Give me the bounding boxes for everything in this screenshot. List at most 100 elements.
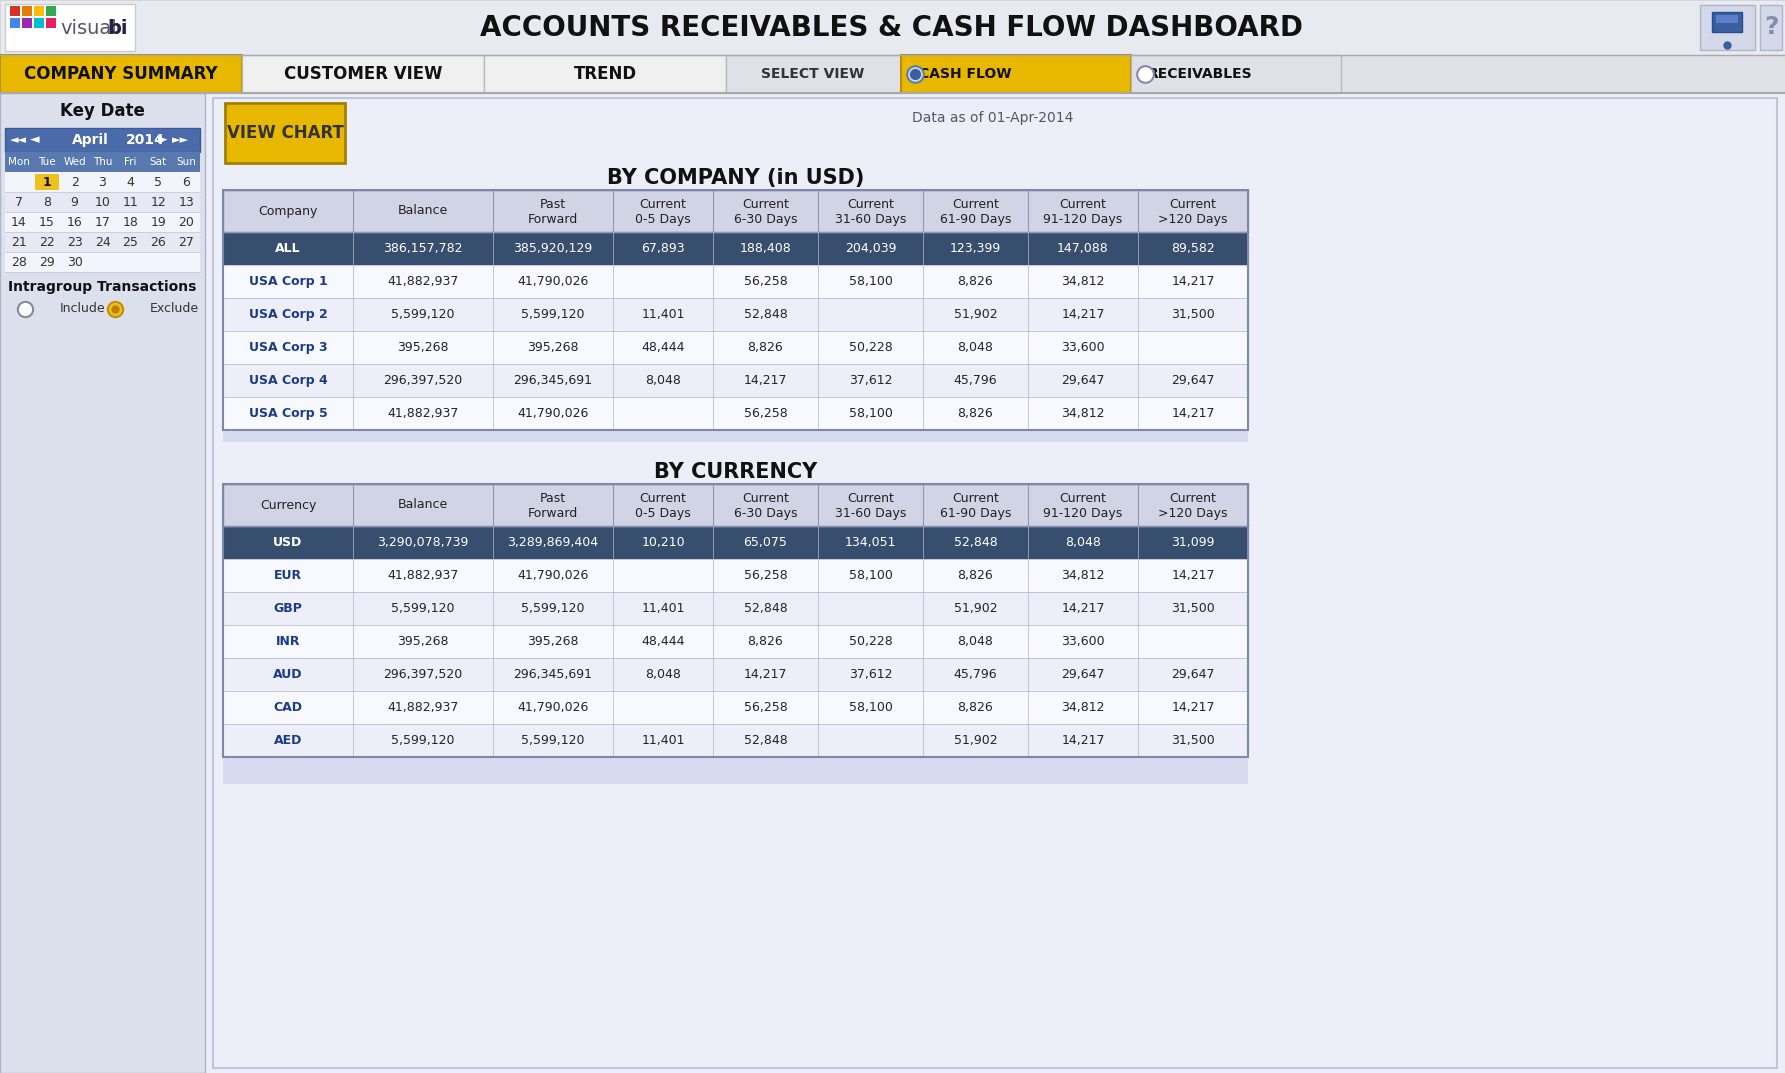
Text: CASH FLOW: CASH FLOW <box>919 67 1012 80</box>
Text: CAD: CAD <box>273 701 302 714</box>
Text: Thu: Thu <box>93 157 112 167</box>
Bar <box>5 172 200 192</box>
Bar <box>5 192 200 212</box>
Text: 31,500: 31,500 <box>1171 308 1216 321</box>
Text: 3: 3 <box>98 176 107 189</box>
Text: 0-5 Days: 0-5 Days <box>635 212 691 226</box>
Bar <box>223 559 1248 592</box>
Text: Past: Past <box>539 493 566 505</box>
Text: INR: INR <box>275 635 300 648</box>
Text: 188,408: 188,408 <box>739 242 791 255</box>
Text: 11,401: 11,401 <box>641 734 685 747</box>
Bar <box>223 592 1248 624</box>
Text: 58,100: 58,100 <box>848 275 892 288</box>
Text: Fri: Fri <box>125 157 137 167</box>
Text: BY CURRENCY: BY CURRENCY <box>653 462 818 482</box>
Text: Company: Company <box>259 205 318 218</box>
Text: 5,599,120: 5,599,120 <box>391 734 455 747</box>
Text: 22: 22 <box>39 235 55 249</box>
Text: 29: 29 <box>39 255 55 268</box>
Text: Balance: Balance <box>398 499 448 512</box>
Text: 8,826: 8,826 <box>957 569 994 582</box>
Text: 34,812: 34,812 <box>1062 701 1105 714</box>
Text: 41,790,026: 41,790,026 <box>518 275 589 288</box>
Text: 58,100: 58,100 <box>848 569 892 582</box>
Text: 5,599,120: 5,599,120 <box>521 734 585 747</box>
Text: 51,902: 51,902 <box>953 734 998 747</box>
Bar <box>46 6 55 16</box>
Text: 8,048: 8,048 <box>957 635 994 648</box>
Bar <box>223 190 1248 232</box>
Text: Forward: Forward <box>528 506 578 520</box>
Text: ALL: ALL <box>275 242 302 255</box>
Text: 2014: 2014 <box>125 133 164 147</box>
Bar <box>243 55 484 93</box>
Text: 33,600: 33,600 <box>1062 341 1105 354</box>
Text: CUSTOMER VIEW: CUSTOMER VIEW <box>284 65 443 83</box>
Text: Balance: Balance <box>398 205 448 218</box>
Text: AUD: AUD <box>273 668 303 681</box>
Bar <box>223 724 1248 756</box>
Text: 296,397,520: 296,397,520 <box>384 668 462 681</box>
Text: 10,210: 10,210 <box>641 536 685 549</box>
Bar <box>223 397 1248 430</box>
Text: 395,268: 395,268 <box>398 635 448 648</box>
Text: 5,599,120: 5,599,120 <box>391 308 455 321</box>
Text: USD: USD <box>273 536 303 549</box>
Bar <box>223 265 1248 298</box>
Text: 4: 4 <box>127 176 134 189</box>
Text: 19: 19 <box>150 216 166 229</box>
Text: Current: Current <box>848 199 894 211</box>
Bar <box>901 55 1132 93</box>
Bar <box>223 190 1248 430</box>
Bar <box>484 55 726 93</box>
Text: 31,500: 31,500 <box>1171 602 1216 615</box>
Text: 8,826: 8,826 <box>957 701 994 714</box>
Text: Exclude: Exclude <box>150 303 200 315</box>
Text: 15: 15 <box>39 216 55 229</box>
Text: 386,157,782: 386,157,782 <box>384 242 462 255</box>
Text: 31-60 Days: 31-60 Days <box>835 212 907 226</box>
Bar <box>36 174 59 190</box>
Text: Current: Current <box>743 199 789 211</box>
Text: Sun: Sun <box>177 157 196 167</box>
Bar <box>1712 12 1742 32</box>
Bar <box>5 212 200 232</box>
Text: 20: 20 <box>178 216 195 229</box>
Text: 10: 10 <box>95 195 111 208</box>
Text: 296,397,520: 296,397,520 <box>384 374 462 387</box>
Text: 51,902: 51,902 <box>953 308 998 321</box>
Text: 58,100: 58,100 <box>848 701 892 714</box>
Text: 61-90 Days: 61-90 Days <box>941 506 1010 520</box>
Text: 52,848: 52,848 <box>744 308 787 321</box>
Bar <box>1760 5 1781 50</box>
Text: 14: 14 <box>11 216 27 229</box>
Bar <box>0 93 205 1073</box>
Text: 17: 17 <box>95 216 111 229</box>
Text: 48,444: 48,444 <box>641 341 685 354</box>
Text: Current: Current <box>1169 199 1216 211</box>
Text: ◄: ◄ <box>30 133 39 147</box>
Bar <box>205 93 1785 1073</box>
Text: 41,882,937: 41,882,937 <box>387 275 459 288</box>
Text: 147,088: 147,088 <box>1057 242 1108 255</box>
Text: 134,051: 134,051 <box>844 536 896 549</box>
Text: 8,826: 8,826 <box>957 407 994 420</box>
Bar <box>21 18 32 28</box>
Text: ?: ? <box>1764 15 1778 40</box>
Text: visual: visual <box>61 19 116 38</box>
Text: 296,345,691: 296,345,691 <box>514 668 593 681</box>
Text: 41,790,026: 41,790,026 <box>518 569 589 582</box>
Text: ►►: ►► <box>171 135 189 145</box>
Text: 89,582: 89,582 <box>1171 242 1216 255</box>
Text: 26: 26 <box>150 235 166 249</box>
Text: 2: 2 <box>71 176 79 189</box>
Text: 41,882,937: 41,882,937 <box>387 569 459 582</box>
Text: 91-120 Days: 91-120 Days <box>1044 212 1123 226</box>
Text: BY COMPANY (in USD): BY COMPANY (in USD) <box>607 168 864 188</box>
Text: USA Corp 5: USA Corp 5 <box>248 407 327 420</box>
Text: 50,228: 50,228 <box>848 635 892 648</box>
Text: 14,217: 14,217 <box>1171 569 1216 582</box>
Text: 41,882,937: 41,882,937 <box>387 701 459 714</box>
Text: 8,048: 8,048 <box>957 341 994 354</box>
